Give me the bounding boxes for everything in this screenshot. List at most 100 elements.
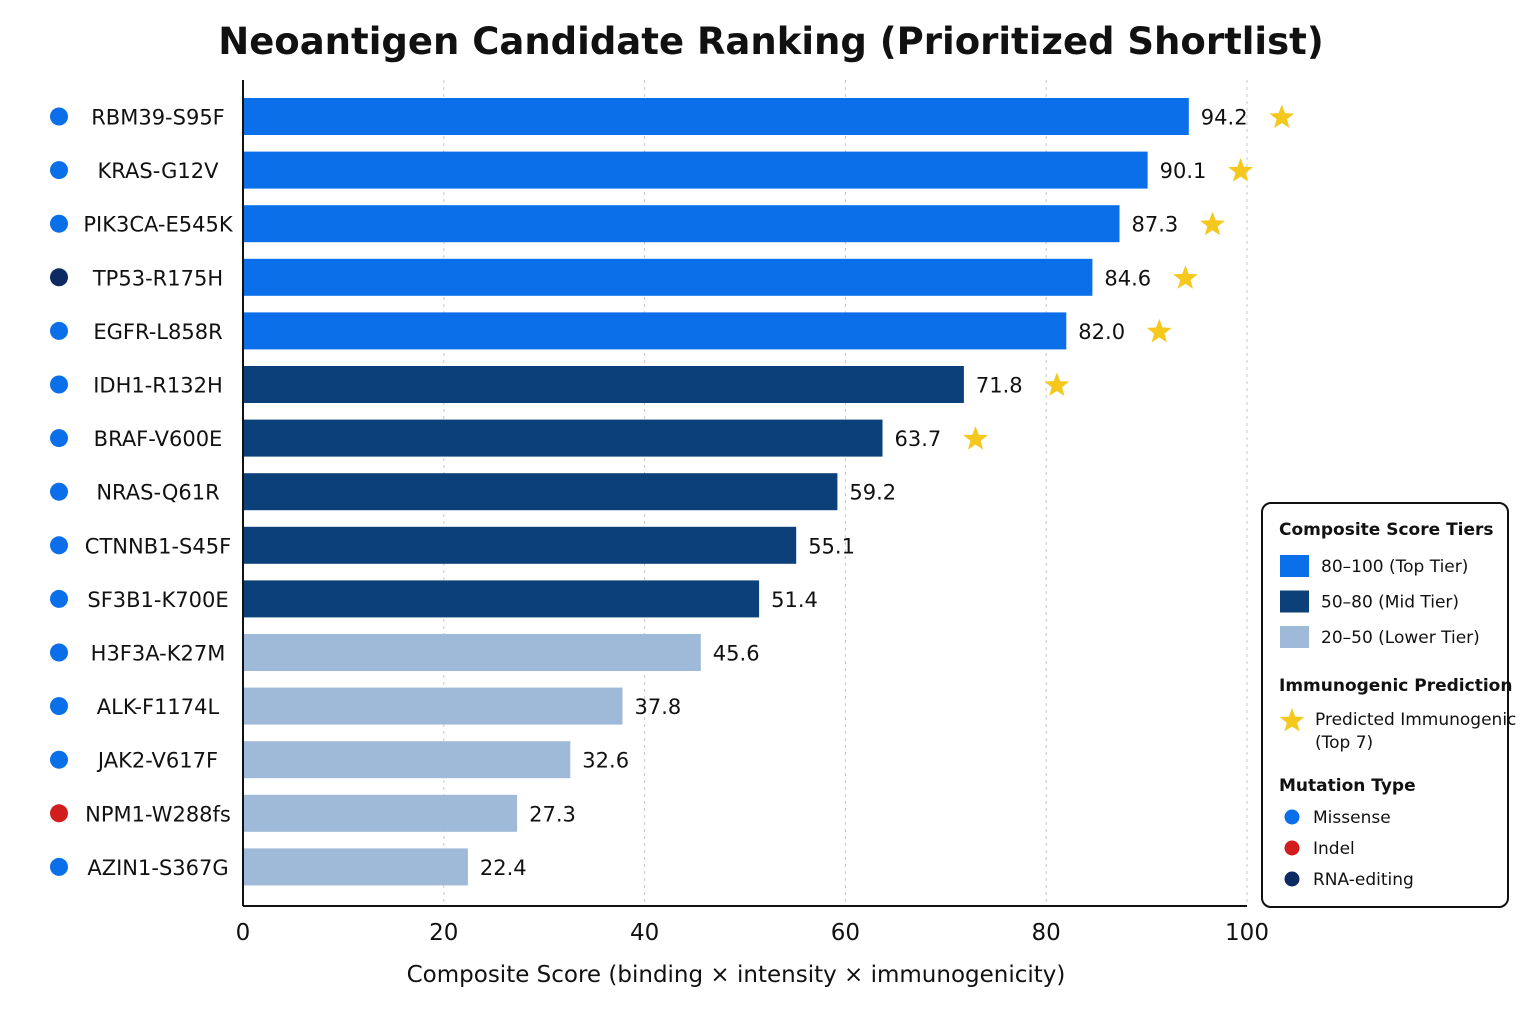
legend-mutation-dot: [1284, 840, 1300, 856]
legend-mutation-entries: Missense Indel RNA-editing: [1284, 808, 1414, 890]
category-label: EGFR-L858R: [93, 320, 222, 344]
value-label: 51.4: [771, 588, 818, 612]
category-label: CTNNB1-S45F: [85, 534, 231, 558]
category-label: JAK2-V617F: [96, 749, 218, 773]
star-icon: [963, 426, 988, 450]
star-icon: [1200, 211, 1225, 236]
category-label: NPM1-W288fs: [85, 802, 231, 826]
mutation-dot: [50, 214, 68, 233]
bar: [243, 473, 838, 511]
bar: [243, 205, 1120, 243]
value-label: 82.0: [1078, 320, 1125, 344]
category-label: TP53-R175H: [92, 266, 223, 290]
value-label: 22.4: [480, 856, 527, 880]
mutation-dot: [50, 589, 68, 608]
category-label: PIK3CA-E545K: [83, 213, 233, 237]
legend-mutation-label: Missense: [1313, 808, 1391, 828]
mutation-dot: [50, 804, 68, 823]
legend-immuno-entry: Predicted Immunogenic (Top 7): [1279, 708, 1516, 753]
value-label: 59.2: [849, 481, 896, 505]
legend-tier-label: 20–50 (Lower Tier): [1321, 628, 1480, 648]
bar: [243, 634, 701, 671]
value-label: 32.6: [582, 749, 629, 773]
bar: [243, 151, 1148, 189]
legend: Composite Score Tiers 80–100 (Top Tier) 5…: [1261, 502, 1516, 908]
legend-tier-swatch: [1280, 590, 1309, 613]
value-label: 90.1: [1160, 159, 1207, 183]
bar: [243, 580, 760, 618]
value-label: 45.6: [713, 642, 760, 666]
legend-immuno-line-1: Predicted Immunogenic: [1315, 710, 1516, 730]
legend-mutation-dot: [1284, 871, 1300, 887]
legend-star-icon: [1279, 708, 1305, 732]
category-label: IDH1-R132H: [93, 374, 223, 398]
bars: 94.2 90.1 87.3 84.6 82.0 71.8 63.7 59.2 55.1 51.4…: [243, 98, 1295, 886]
category-label: H3F3A-K27M: [91, 642, 226, 666]
bar: [243, 258, 1093, 296]
mutation-dot: [50, 482, 68, 501]
mutation-dot: [50, 857, 68, 876]
value-label: 27.3: [529, 802, 576, 826]
value-label: 84.6: [1104, 266, 1151, 290]
bar: [243, 794, 518, 832]
mutation-dot: [50, 268, 68, 287]
star-icon: [1269, 104, 1295, 128]
axes: [242, 80, 1247, 907]
legend-mutation-label: RNA-editing: [1313, 870, 1414, 890]
mutation-dot: [50, 536, 68, 555]
mutation-dot: [50, 643, 68, 662]
mutation-dot: [50, 161, 68, 180]
legend-tier-label: 80–100 (Top Tier): [1321, 557, 1468, 577]
mutation-dot: [50, 750, 68, 769]
category-label: AZIN1-S367G: [87, 856, 228, 880]
value-label: 71.8: [976, 374, 1023, 398]
legend-tier-entries: 80–100 (Top Tier) 50–80 (Mid Tier) 20–50 (…: [1280, 555, 1480, 648]
legend-immuno-line-2: (Top 7): [1315, 733, 1373, 753]
bar: [243, 312, 1067, 350]
x-axis-label: Composite Score (binding × intensity × i…: [407, 962, 1066, 988]
mutation-dot: [50, 375, 68, 394]
chart-title: Neoantigen Candidate Ranking (Prioritize…: [218, 20, 1324, 63]
category-label: KRAS-G12V: [98, 159, 220, 183]
bar: [243, 98, 1189, 135]
value-label: 63.7: [895, 427, 942, 451]
category-label: SF3B1-K700E: [87, 588, 228, 612]
star-icon: [1173, 265, 1198, 289]
mutation-dot: [50, 107, 68, 126]
x-tick-label: 80: [1032, 920, 1061, 946]
bar: [243, 366, 964, 403]
mutation-dot: [50, 429, 68, 448]
bar: [243, 687, 623, 725]
x-tick-label: 0: [236, 920, 251, 946]
legend-tier-swatch: [1280, 555, 1309, 577]
legend-tiers-heading: Composite Score Tiers: [1279, 520, 1494, 540]
star-icon: [1044, 372, 1070, 396]
x-tick-label: 40: [630, 920, 659, 946]
value-label: 37.8: [635, 695, 682, 719]
x-tick-label: 60: [831, 920, 860, 946]
category-label: ALK-F1174L: [97, 695, 220, 719]
value-label: 94.2: [1201, 106, 1248, 130]
mutation-dot: [50, 321, 68, 340]
bar: [243, 526, 797, 564]
legend-tier-label: 50–80 (Mid Tier): [1321, 593, 1459, 613]
x-tick-label: 20: [429, 920, 458, 946]
x-tick-label: 100: [1225, 920, 1269, 946]
value-label: 87.3: [1132, 213, 1179, 237]
legend-immuno-heading: Immunogenic Prediction: [1279, 676, 1512, 696]
category-label: BRAF-V600E: [94, 427, 223, 451]
category-labels: RBM39-S95F KRAS-G12V PIK3CA-E545K TP53-R175…: [50, 106, 234, 880]
legend-tier-swatch: [1280, 626, 1309, 648]
legend-box: [1261, 502, 1509, 908]
value-label: 55.1: [808, 534, 855, 558]
category-label: NRAS-Q61R: [96, 481, 219, 505]
mutation-dot: [50, 697, 68, 716]
star-icon: [1146, 318, 1172, 343]
legend-mutation-dot: [1284, 809, 1300, 825]
legend-mutation-heading: Mutation Type: [1279, 776, 1416, 796]
star-icon: [1228, 158, 1253, 182]
bar: [243, 741, 571, 779]
legend-mutation-label: Indel: [1313, 839, 1355, 859]
bar: [243, 848, 468, 886]
